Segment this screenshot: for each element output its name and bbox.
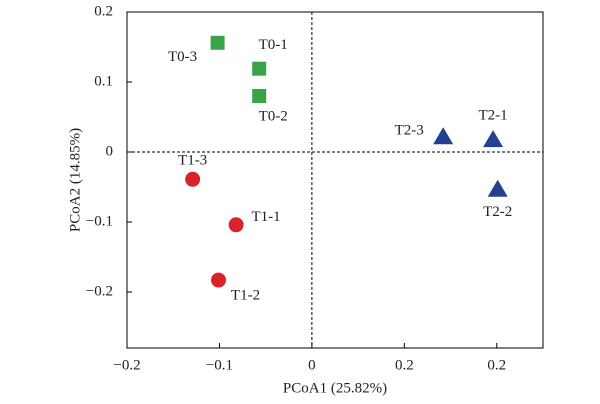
point xyxy=(211,272,227,288)
x-axis-label: PCoA1 (25.82%) xyxy=(283,380,387,396)
plot-frame xyxy=(126,11,544,349)
point-label: T1-2 xyxy=(231,288,260,304)
point-label: T2-3 xyxy=(395,123,424,139)
point-label: T0-1 xyxy=(259,37,288,53)
y-tick-label: −0.2 xyxy=(86,283,113,299)
point xyxy=(487,179,508,197)
y-tick-label: −0.1 xyxy=(86,213,113,229)
point-label: T1-3 xyxy=(178,153,207,169)
point xyxy=(228,217,244,233)
point xyxy=(483,130,504,148)
y-axis-label: PCoA2 (14.85%) xyxy=(67,128,83,232)
point-label: T0-3 xyxy=(168,49,197,65)
x-tick-label: 0.2 xyxy=(487,357,506,373)
y-tick-label: 0.1 xyxy=(94,73,113,89)
point xyxy=(433,127,454,145)
y-tick-label: 0.2 xyxy=(94,3,113,19)
x-tick-label: −0.2 xyxy=(113,357,140,373)
x-tick-label: −0.1 xyxy=(206,357,233,373)
point-label: T2-2 xyxy=(483,204,512,220)
point xyxy=(185,171,201,187)
point-label: T0-2 xyxy=(259,108,288,124)
x-tick-label: 0 xyxy=(308,357,316,373)
y-tick-label: 0 xyxy=(106,143,114,159)
point xyxy=(252,61,267,76)
x-tick-label: 0.2 xyxy=(395,357,414,373)
point-label: T1-1 xyxy=(251,209,280,225)
point xyxy=(210,35,225,50)
point xyxy=(252,89,267,103)
point-label: T2-1 xyxy=(478,108,507,124)
